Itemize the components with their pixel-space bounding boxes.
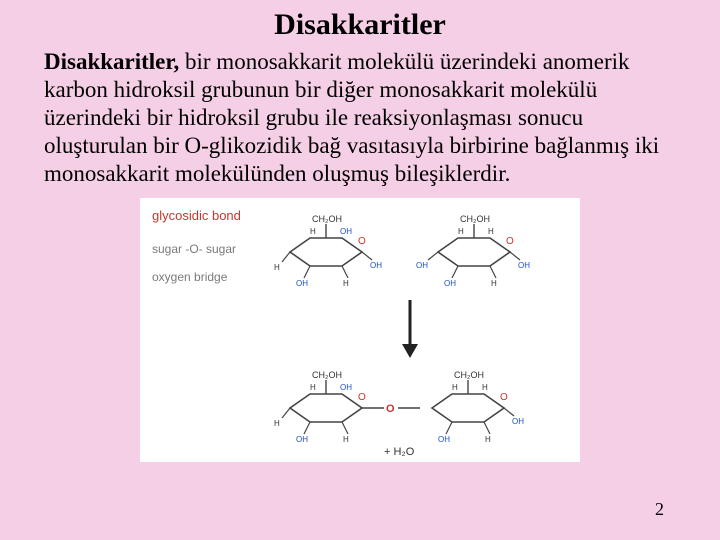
molecule-svg: O CH₂OH H OH H OH H OH — [260, 200, 572, 458]
svg-text:H: H — [343, 435, 349, 444]
svg-text:O: O — [506, 236, 514, 247]
slide: Disakkaritler Disakkaritler, bir monosak… — [0, 0, 720, 540]
svg-text:H: H — [310, 383, 316, 392]
svg-text:O: O — [358, 392, 366, 403]
sugar-o-sugar-label: sugar -O- sugar — [152, 242, 236, 256]
svg-text:O: O — [386, 403, 395, 415]
water-byproduct-label: + H₂O — [384, 446, 414, 458]
svg-text:H: H — [485, 435, 491, 444]
svg-text:CH₂OH: CH₂OH — [312, 370, 342, 380]
body-lead-bold: Disakkaritler, — [44, 49, 179, 74]
body-paragraph: Disakkaritler, bir monosakkarit molekülü… — [44, 48, 676, 188]
svg-text:OH: OH — [296, 435, 308, 444]
page-number: 2 — [655, 499, 664, 520]
svg-text:H: H — [274, 419, 280, 428]
chemistry-diagram: glycosidic bond sugar -O- sugar oxygen b… — [140, 198, 580, 462]
svg-text:OH: OH — [340, 383, 352, 392]
svg-text:OH: OH — [340, 227, 352, 236]
svg-text:H: H — [491, 279, 497, 288]
svg-text:OH: OH — [370, 261, 382, 270]
svg-text:H: H — [488, 227, 494, 236]
svg-text:OH: OH — [512, 417, 524, 426]
slide-title: Disakkaritler — [138, 8, 582, 42]
svg-text:CH₂OH: CH₂OH — [454, 370, 484, 380]
diagram-container: glycosidic bond sugar -O- sugar oxygen b… — [38, 198, 682, 462]
svg-text:H: H — [343, 279, 349, 288]
svg-text:OH: OH — [438, 435, 450, 444]
svg-text:H: H — [274, 263, 280, 272]
svg-text:H: H — [458, 227, 464, 236]
svg-text:O: O — [500, 392, 508, 403]
svg-text:OH: OH — [444, 279, 456, 288]
svg-text:CH₂OH: CH₂OH — [460, 214, 490, 224]
svg-text:OH: OH — [518, 261, 530, 270]
ch2oh-label: CH₂OH — [312, 214, 342, 224]
oxygen-bridge-label: oxygen bridge — [152, 270, 227, 284]
svg-text:H: H — [452, 383, 458, 392]
svg-text:OH: OH — [416, 261, 428, 270]
svg-text:OH: OH — [296, 279, 308, 288]
svg-text:H: H — [310, 227, 316, 236]
svg-text:O: O — [358, 236, 366, 247]
glycosidic-bond-label: glycosidic bond — [152, 208, 241, 223]
svg-text:H: H — [482, 383, 488, 392]
reaction-arrow-icon — [402, 300, 418, 358]
